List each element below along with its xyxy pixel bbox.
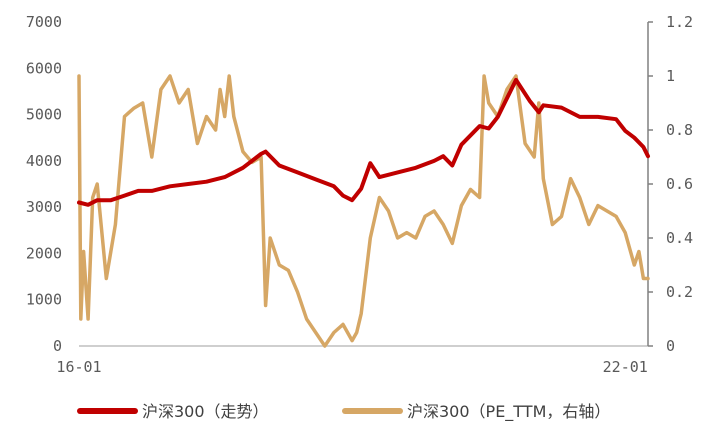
right-tick-label: 1.2 [666, 13, 693, 31]
series-layer [77, 74, 650, 348]
x-axis-labels: 16-01 22-01 [56, 358, 647, 376]
left-tick-label: 4000 [26, 152, 62, 170]
right-tick-label: 0.4 [666, 229, 693, 247]
series-line-1 [77, 77, 650, 207]
left-tick-label: 0 [53, 337, 62, 355]
legend-label-1: 沪深300（走势） [142, 402, 269, 421]
left-axis-labels: 0 1000 2000 3000 4000 5000 6000 7000 [26, 13, 62, 355]
left-tick-label: 2000 [26, 244, 62, 262]
legend-label-2: 沪深300（PE_TTM，右轴） [407, 402, 610, 422]
right-axis-ticks [648, 21, 653, 347]
x-tick-label: 22-01 [603, 358, 648, 376]
left-tick-label: 5000 [26, 106, 62, 124]
left-tick-label: 7000 [26, 13, 62, 31]
left-tick-label: 3000 [26, 198, 62, 216]
right-tick-label: 1 [666, 67, 675, 85]
right-axis-labels: 0 0.2 0.4 0.6 0.8 1 1.2 [666, 13, 693, 355]
right-tick-label: 0.2 [666, 283, 693, 301]
left-tick-label: 6000 [26, 59, 62, 77]
legend: 沪深300（走势） 沪深300（PE_TTM，右轴） [77, 402, 610, 422]
right-tick-label: 0.6 [666, 175, 693, 193]
x-tick-label: 16-01 [56, 358, 101, 376]
right-tick-label: 0.8 [666, 121, 693, 139]
series-line-2 [77, 74, 650, 348]
left-tick-label: 1000 [26, 291, 62, 309]
right-tick-label: 0 [666, 337, 675, 355]
